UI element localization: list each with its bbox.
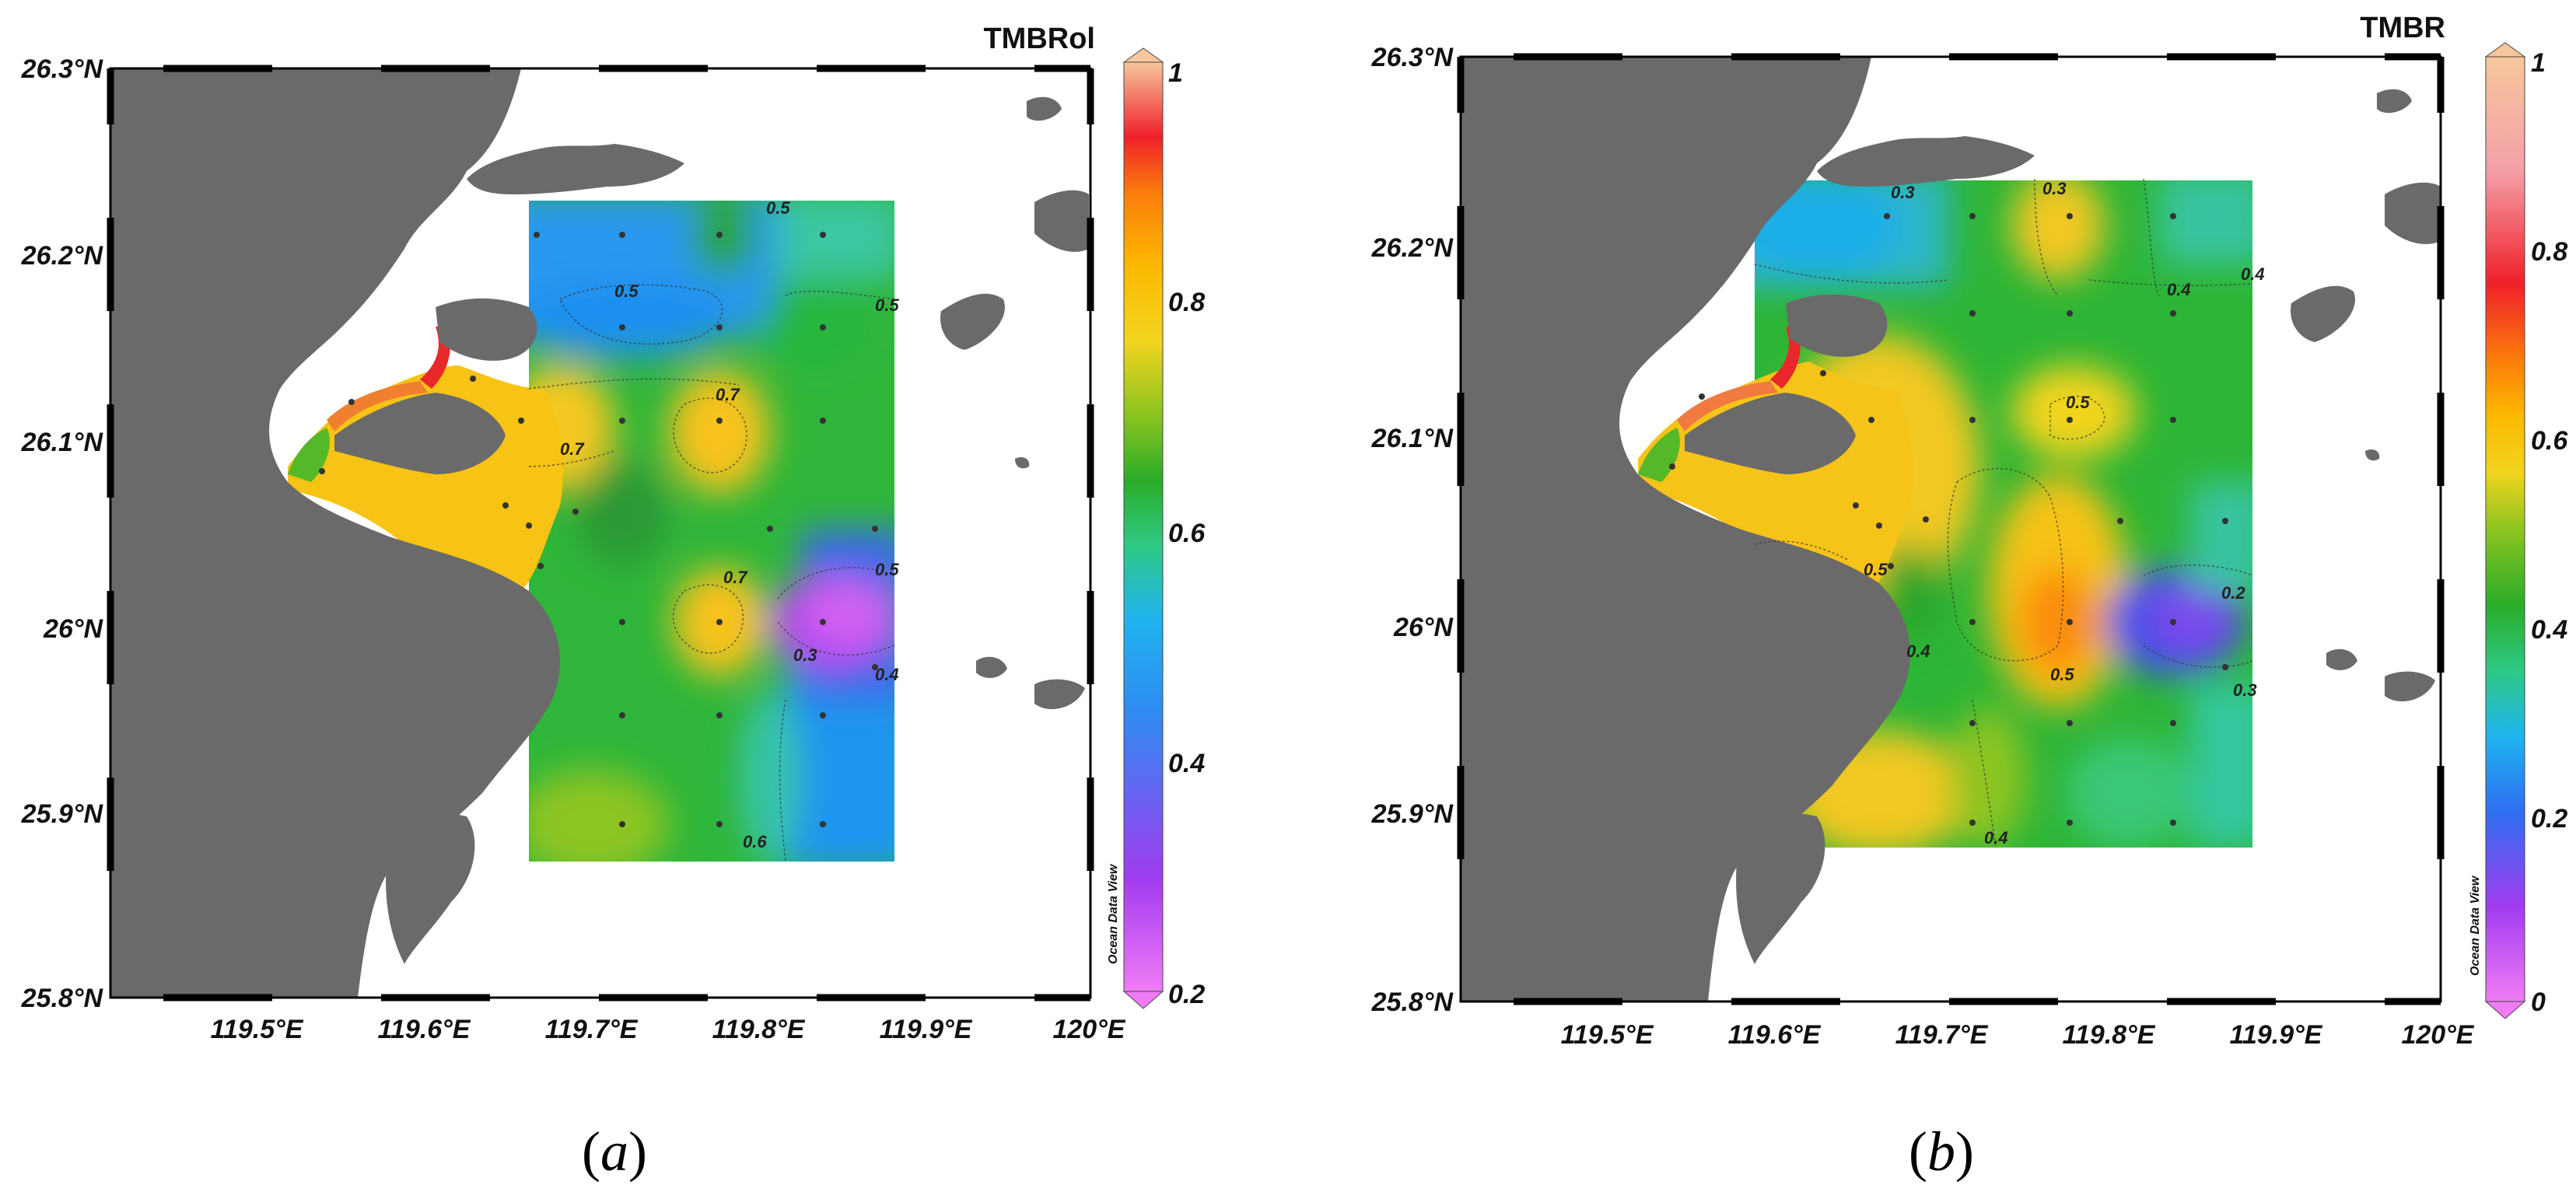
contour-label: 0.5 xyxy=(1864,560,1888,579)
station-points-a xyxy=(319,232,878,827)
contour-label: 0.4 xyxy=(875,665,899,684)
contour-label: 0.5 xyxy=(2066,393,2090,412)
colorbar-tick: 1 xyxy=(2531,48,2546,78)
data-field-a xyxy=(529,201,894,862)
contour-label: 0.7 xyxy=(560,439,585,459)
colorbar-tick: 0 xyxy=(2531,988,2546,1017)
lat-label: 25.9°N xyxy=(21,799,104,829)
lon-label: 119.7°E xyxy=(1895,1020,1989,1050)
colorbar-tick: 0.4 xyxy=(1168,749,1205,778)
lat-label: 26.3°N xyxy=(1371,43,1454,72)
map-panel-b: 0.3 0.3 0.4 0.5 0.5 0.5 0.4 0.2 0.4 0.3 … xyxy=(1288,0,2576,1195)
map-figure-b: 0.3 0.3 0.4 0.5 0.5 0.5 0.4 0.2 0.4 0.3 … xyxy=(1371,12,2569,1050)
lon-label: 120°E xyxy=(1052,1015,1125,1044)
lon-label: 119.6°E xyxy=(378,1015,471,1044)
contour-label: 0.7 xyxy=(723,568,748,587)
mainland-a xyxy=(110,68,560,998)
contour-label: 0.5 xyxy=(875,295,899,315)
colorbar-tick: 0.6 xyxy=(2531,426,2568,456)
lat-label: 25.8°N xyxy=(21,984,104,1013)
lat-label: 26.1°N xyxy=(21,428,104,457)
lon-label: 119.5°E xyxy=(1561,1020,1654,1050)
contour-label: 0.3 xyxy=(793,645,817,665)
colorbar-source: Ocean Data View xyxy=(1107,863,1120,964)
contour-label: 0.3 xyxy=(2233,680,2257,700)
island-b xyxy=(1685,393,1856,474)
map-title-b: TMBR xyxy=(2360,12,2445,44)
lon-label: 119.8°E xyxy=(712,1015,806,1044)
caption-b: (b) xyxy=(1909,1120,1974,1183)
contour-label: 0.3 xyxy=(1891,183,1915,202)
lon-label: 119.7°E xyxy=(545,1015,639,1044)
lon-label: 120°E xyxy=(2401,1020,2474,1050)
contour-label: 0.3 xyxy=(2042,179,2067,198)
lon-label: 119.6°E xyxy=(1728,1020,1822,1050)
lon-label: 119.9°E xyxy=(880,1015,973,1044)
map-title-a: TMBRol xyxy=(983,23,1095,55)
lon-label: 119.5°E xyxy=(211,1015,304,1044)
lat-label: 25.9°N xyxy=(1371,799,1454,829)
colorbar-tick: 0.8 xyxy=(1168,288,1205,317)
contour-label: 0.5 xyxy=(614,281,639,301)
colorbar-b: Ocean Data View xyxy=(2469,42,2526,1019)
lat-label: 26.2°N xyxy=(21,241,104,271)
contour-label: 0.4 xyxy=(1906,641,1930,661)
contour-label: 0.5 xyxy=(2050,665,2074,684)
map-figure-a: 0.5 0.5 0.7 0.7 0.7 0.3 0.6 0.5 0.5 0.4 … xyxy=(21,23,1206,1044)
contour-label: 0.2 xyxy=(2221,583,2245,603)
lon-label: 119.8°E xyxy=(2063,1020,2156,1050)
caption-a: (a) xyxy=(582,1120,647,1183)
colorbar-tick: 0.6 xyxy=(1168,519,1206,548)
lat-label: 26.3°N xyxy=(21,54,104,84)
contour-label: 0.6 xyxy=(743,832,767,851)
lat-label: 26°N xyxy=(1393,613,1454,642)
contour-label: 0.5 xyxy=(766,198,790,218)
contour-label: 0.4 xyxy=(1984,828,2008,848)
lon-label: 119.9°E xyxy=(2230,1020,2323,1050)
lat-label: 26.1°N xyxy=(1371,424,1454,453)
contour-label: 0.7 xyxy=(716,385,740,404)
contour-label: 0.5 xyxy=(875,560,899,579)
contour-label: 0.4 xyxy=(2167,280,2191,299)
lat-label: 26°N xyxy=(43,614,103,644)
island-a xyxy=(334,393,506,474)
colorbar-tick: 1 xyxy=(1168,58,1183,88)
colorbar-tick: 0.2 xyxy=(2531,804,2567,834)
station-points-b xyxy=(1669,213,2228,826)
map-panel-a: 0.5 0.5 0.7 0.7 0.7 0.3 0.6 0.5 0.5 0.4 … xyxy=(0,0,1288,1195)
colorbar-a: Ocean Data View xyxy=(1107,47,1164,1009)
colorbar-source: Ocean Data View xyxy=(2469,875,2482,976)
contour-label: 0.4 xyxy=(2241,264,2265,284)
colorbar-tick: 0.2 xyxy=(1168,980,1205,1009)
colorbar-tick: 0.8 xyxy=(2531,237,2567,267)
lat-label: 26.2°N xyxy=(1371,233,1454,263)
colorbar-tick: 0.4 xyxy=(2531,615,2567,645)
mainland-b xyxy=(1461,57,1910,1001)
lat-label: 25.8°N xyxy=(1371,988,1454,1017)
